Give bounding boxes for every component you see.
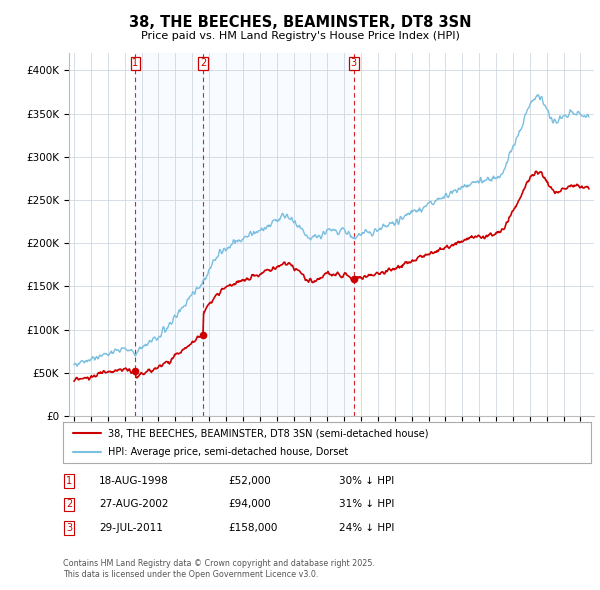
Text: 18-AUG-1998: 18-AUG-1998: [99, 476, 169, 486]
Text: £158,000: £158,000: [228, 523, 277, 533]
Text: This data is licensed under the Open Government Licence v3.0.: This data is licensed under the Open Gov…: [63, 571, 319, 579]
Text: 24% ↓ HPI: 24% ↓ HPI: [339, 523, 394, 533]
Text: Contains HM Land Registry data © Crown copyright and database right 2025.: Contains HM Land Registry data © Crown c…: [63, 559, 375, 568]
Text: 3: 3: [351, 58, 357, 68]
Text: Price paid vs. HM Land Registry's House Price Index (HPI): Price paid vs. HM Land Registry's House …: [140, 31, 460, 41]
Text: 38, THE BEECHES, BEAMINSTER, DT8 3SN (semi-detached house): 38, THE BEECHES, BEAMINSTER, DT8 3SN (se…: [108, 428, 428, 438]
Text: 2: 2: [66, 500, 72, 509]
Text: 29-JUL-2011: 29-JUL-2011: [99, 523, 163, 533]
Text: £52,000: £52,000: [228, 476, 271, 486]
Text: 1: 1: [66, 476, 72, 486]
Text: 30% ↓ HPI: 30% ↓ HPI: [339, 476, 394, 486]
Bar: [136, 53, 203, 416]
Text: 38, THE BEECHES, BEAMINSTER, DT8 3SN: 38, THE BEECHES, BEAMINSTER, DT8 3SN: [129, 15, 471, 30]
Text: £94,000: £94,000: [228, 500, 271, 509]
Text: 2: 2: [200, 58, 206, 68]
Text: HPI: Average price, semi-detached house, Dorset: HPI: Average price, semi-detached house,…: [108, 447, 348, 457]
Text: 3: 3: [66, 523, 72, 533]
Text: 1: 1: [132, 58, 139, 68]
Text: 31% ↓ HPI: 31% ↓ HPI: [339, 500, 394, 509]
Bar: [203, 53, 354, 416]
Text: 27-AUG-2002: 27-AUG-2002: [99, 500, 169, 509]
